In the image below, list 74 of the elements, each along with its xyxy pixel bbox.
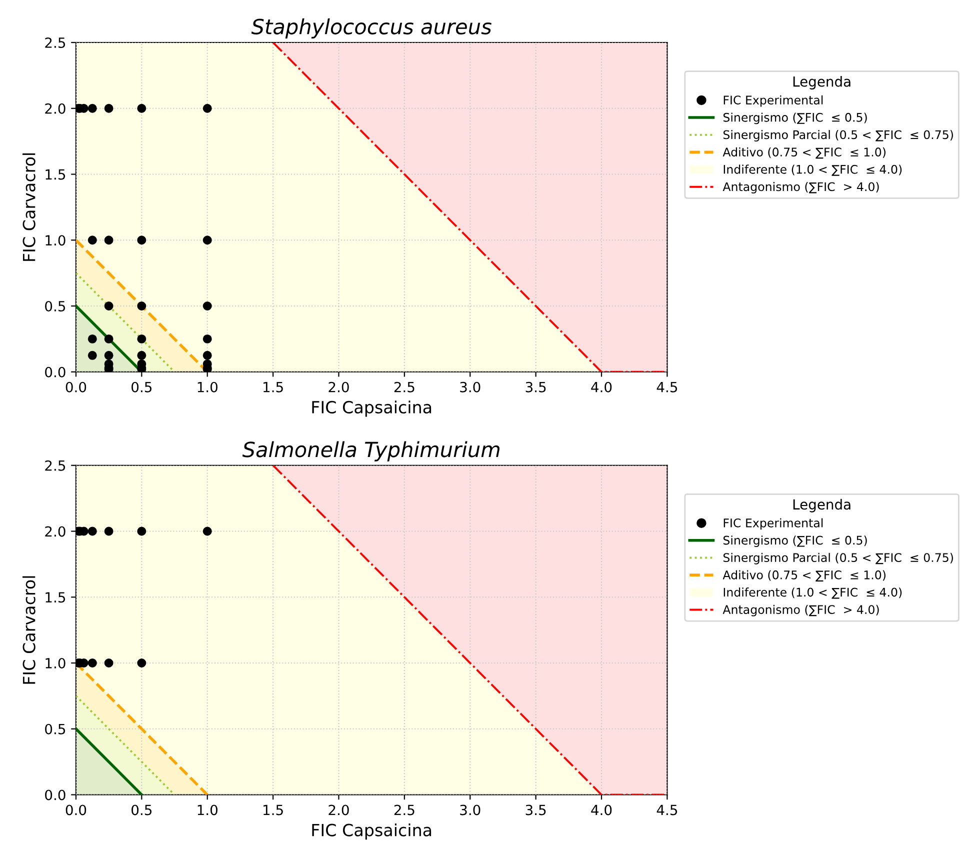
point [202, 364, 212, 372]
y-tick-label: 0.5 [45, 724, 66, 734]
point [137, 334, 146, 344]
y-tick-label: 2.0 [45, 103, 66, 114]
y-tick-label: 1.5 [46, 169, 66, 180]
legend-label: Sinergismo (∑FIC ≤ 0.5) [723, 536, 867, 547]
point [202, 104, 212, 113]
legend-label: Indiferente (1.0 < ∑FIC ≤ 4.0) [724, 588, 902, 599]
x-tick-label: 2.0 [328, 804, 349, 816]
legend-label: Aditivo (0.75 < ∑FIC ≤ 1.0) [722, 570, 886, 582]
x-tick-label: 3.0 [460, 382, 480, 392]
x-tick-label: 4.5 [656, 382, 678, 392]
y-tick-label: 0.5 [45, 300, 66, 312]
point [88, 236, 97, 245]
y-tick-label: 0.0 [45, 366, 66, 378]
y-axis-title: FIC Carvacrol [22, 576, 36, 684]
point [202, 334, 212, 344]
point [88, 350, 97, 360]
point [104, 104, 114, 113]
x-tick-label: 2.0 [328, 382, 349, 392]
legend-label: Sinergismo (∑FIC ≤ 0.5) [723, 112, 867, 124]
point [137, 350, 146, 360]
legend-label: Sinergismo Parcial (0.5 < ∑FIC ≤ 0.75) [723, 552, 953, 564]
x-tick-label: 1.5 [264, 804, 283, 816]
point [104, 350, 114, 360]
y-tick-label: 2.0 [45, 526, 66, 537]
legend-title: Legenda [793, 76, 850, 90]
x-tick-label: 0.5 [132, 382, 152, 392]
y-tick-label: 1.5 [46, 592, 66, 603]
point [137, 302, 146, 310]
point [104, 334, 114, 344]
y-tick-label: 2.5 [45, 37, 66, 48]
y-tick-label: 1.0 [46, 658, 66, 668]
legend-label: Sinergismo Parcial (0.5 < ∑FIC ≤ 0.75) [723, 130, 953, 142]
point [104, 302, 114, 310]
legend-label: FIC Experimental [724, 518, 823, 530]
point [202, 302, 212, 310]
point [104, 236, 114, 245]
y-tick-label: 0.0 [45, 790, 66, 800]
x-axis-title: FIC Capsaicina [312, 400, 432, 417]
x-tick-label: 3.5 [526, 382, 546, 392]
legend-label: Antagonismo (∑FIC > 4.0) [722, 182, 879, 194]
x-tick-label: 1.0 [198, 804, 218, 816]
point [104, 364, 114, 372]
point [137, 104, 146, 113]
legend-label: Indiferente (1.0 < ∑FIC ≤ 4.0) [724, 164, 902, 176]
legend-label: Aditivo (0.75 < ∑FIC ≤ 1.0) [722, 147, 886, 159]
point [88, 334, 97, 344]
y-axis-title: FIC Carvacrol [22, 153, 36, 261]
x-tick-label: 3.5 [526, 804, 546, 816]
point [202, 236, 212, 245]
legend-label: Antagonismo (∑FIC > 4.0) [722, 604, 879, 616]
point [88, 104, 97, 113]
x-tick-label: 2.5 [394, 382, 414, 392]
y-tick-label: 2.5 [45, 460, 66, 471]
y-tick-label: 1.0 [46, 235, 66, 246]
x-tick-label: 2.5 [394, 804, 414, 816]
point [202, 350, 212, 360]
x-axis-title: FIC Capsaicina [312, 823, 432, 840]
legend-label: FIC Experimental [724, 95, 823, 107]
x-tick-label: 1.5 [264, 382, 283, 392]
point [137, 236, 146, 245]
x-tick-label: 4.0 [591, 804, 612, 816]
x-tick-label: 3.0 [460, 804, 480, 816]
chart-title: Staphylococcus aureus [251, 18, 492, 38]
x-tick-label: 0.0 [66, 804, 86, 816]
x-tick-label: 4.5 [656, 804, 678, 816]
x-tick-label: 4.0 [591, 382, 612, 392]
legend-title: Legenda [793, 498, 850, 512]
x-tick-label: 0.5 [132, 804, 152, 816]
x-tick-label: 1.0 [198, 382, 218, 392]
chart-title: Salmonella Typhimurium [242, 441, 500, 462]
x-tick-label: 0.0 [66, 382, 86, 392]
point [137, 364, 146, 372]
